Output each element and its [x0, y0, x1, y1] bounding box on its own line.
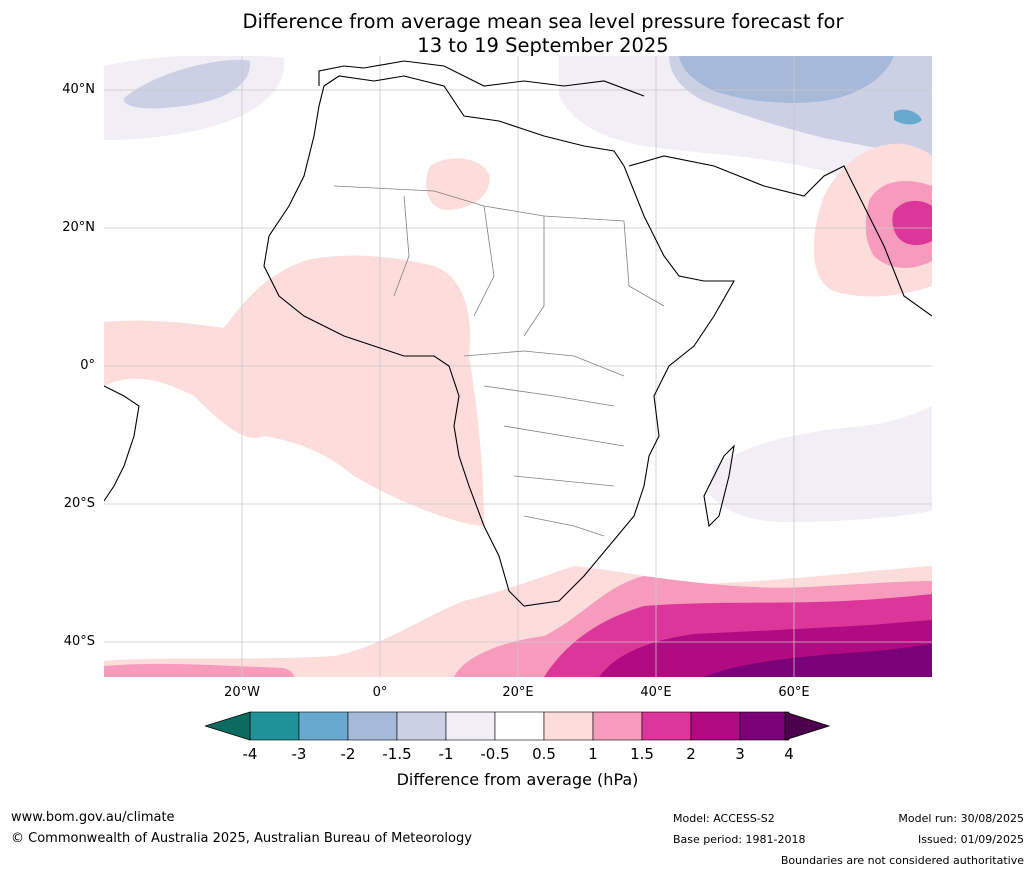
- colorbar: [205, 711, 830, 741]
- colorbar-tick-label: -4: [242, 745, 258, 763]
- colorbar-segment: [592, 711, 643, 741]
- colorbar-tick-label: 3: [735, 745, 745, 763]
- coastlines: [104, 60, 932, 607]
- map-title: Difference from average mean sea level p…: [0, 10, 1035, 58]
- colorbar-tick-label: -1: [438, 745, 454, 763]
- anomaly-neg-indian-ocean: [709, 406, 932, 522]
- graticule: [104, 56, 932, 677]
- lon-label-60e: 60°E: [778, 685, 810, 700]
- colorbar-tick-label: 2: [686, 745, 696, 763]
- colorbar-over-arrow: [784, 711, 830, 741]
- map-canvas: [104, 56, 932, 677]
- lon-label-20w: 20°W: [224, 685, 260, 700]
- title-line-2: 13 to 19 September 2025: [417, 34, 669, 57]
- anomaly-pos-arabian-sea-core: [892, 200, 932, 246]
- colorbar-segment: [298, 711, 349, 741]
- colorbar-tick-label: -3: [291, 745, 307, 763]
- lat-label-40s: 40°S: [63, 634, 95, 649]
- footer-disclaimer: Boundaries are not considered authoritat…: [780, 854, 1024, 867]
- footer-copyright: © Commonwealth of Australia 2025, Austra…: [11, 831, 472, 846]
- colorbar-tick-label: -0.5: [480, 745, 510, 763]
- colorbar-segment: [494, 711, 545, 741]
- anomaly-neg-atlantic-north-core: [123, 59, 251, 109]
- anomaly-pos-sahara: [426, 158, 490, 211]
- lon-label-40e: 40°E: [640, 685, 672, 700]
- footer-model-run: Model run: 30/08/2025: [898, 812, 1024, 825]
- lat-label-20n: 20°N: [62, 220, 95, 235]
- footer-base-period: Base period: 1981-2018: [673, 833, 806, 846]
- lat-label-20s: 20°S: [63, 496, 95, 511]
- colorbar-under-arrow: [205, 711, 251, 741]
- colorbar-segment: [641, 711, 692, 741]
- coast-arabia: [628, 155, 932, 317]
- coast-madagascar: [703, 444, 735, 528]
- colorbar-tick-label: -1.5: [382, 745, 412, 763]
- lat-label-40n: 40°N: [62, 82, 95, 97]
- colorbar-label: Difference from average (hPa): [396, 770, 639, 789]
- colorbar-segment: [396, 711, 447, 741]
- colorbar-segment: [347, 711, 398, 741]
- coast-europe: [318, 60, 645, 97]
- colorbar-segment: [543, 711, 594, 741]
- colorbar-tick-label: 1: [588, 745, 598, 763]
- colorbar-segment: [445, 711, 496, 741]
- anomaly-pos-gulf-of-guinea: [104, 255, 484, 527]
- anomaly-pos-southwest: [104, 663, 294, 677]
- title-line-1: Difference from average mean sea level p…: [242, 10, 844, 33]
- country-borders: [333, 185, 665, 537]
- colorbar-segment: [249, 711, 300, 741]
- anomaly-pos-southern-ocean-max: [704, 644, 932, 677]
- coast-africa: [263, 75, 735, 607]
- coast-south-america: [104, 385, 140, 502]
- lon-label-0: 0°: [372, 685, 388, 700]
- footer-url[interactable]: www.bom.gov.au/climate: [11, 810, 175, 825]
- anomaly-neg-central-asia-core: [679, 56, 894, 103]
- footer-issued: Issued: 01/09/2025: [917, 833, 1024, 846]
- anomaly-neg-himalaya-core: [894, 109, 922, 125]
- colorbar-tick-label: 4: [784, 745, 794, 763]
- colorbar-tick-label: 1.5: [630, 745, 654, 763]
- colorbar-segment: [739, 711, 790, 741]
- colorbar-segment: [690, 711, 741, 741]
- footer-model: Model: ACCESS-S2: [673, 812, 775, 825]
- pressure-anomaly-map: [104, 56, 932, 677]
- colorbar-tick-label: -2: [340, 745, 356, 763]
- lon-label-20e: 20°E: [502, 685, 534, 700]
- colorbar-tick-label: 0.5: [532, 745, 556, 763]
- lat-label-equator: 0°: [80, 358, 95, 373]
